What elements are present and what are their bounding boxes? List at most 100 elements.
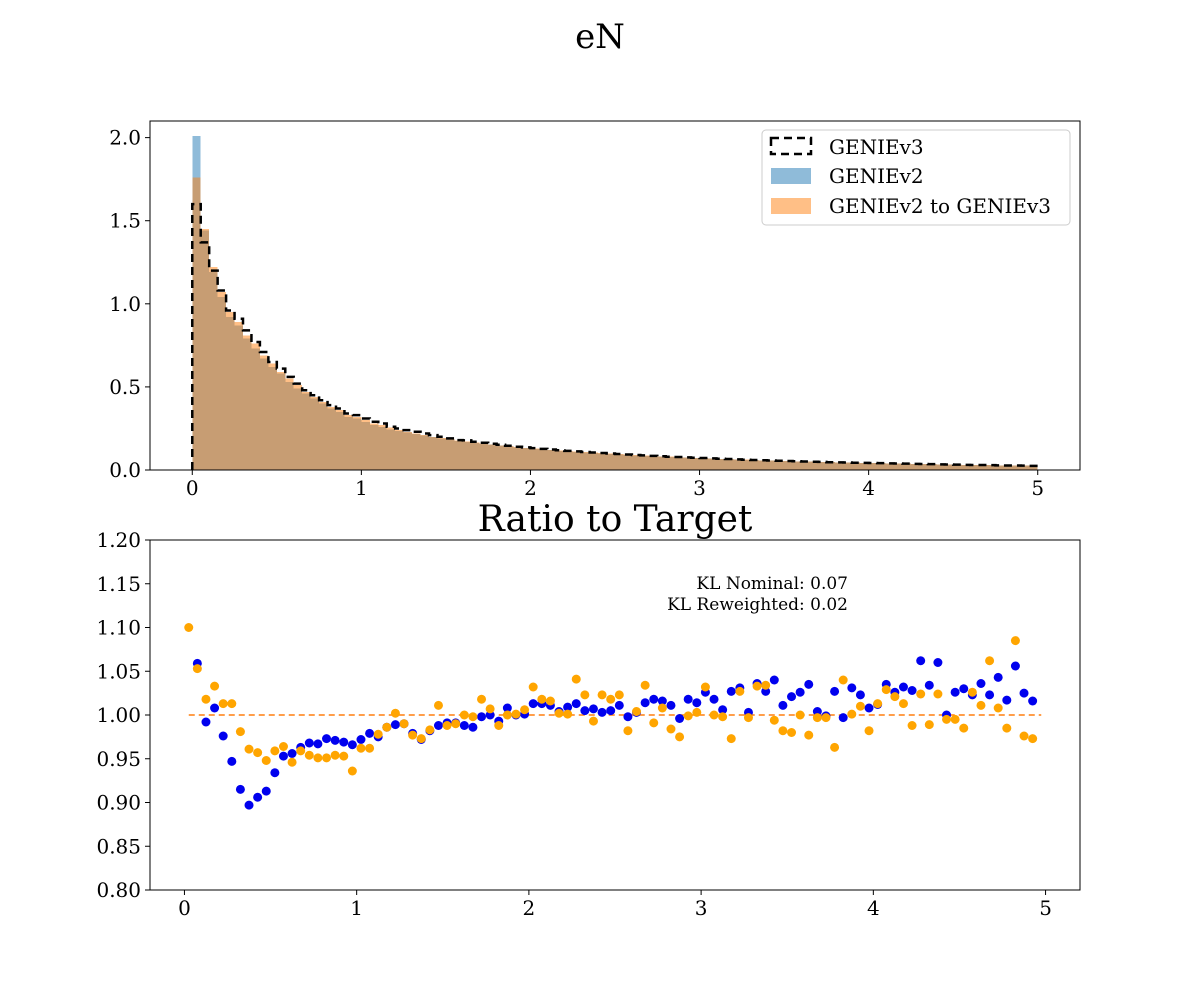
genie-v2-to-v3-bar xyxy=(826,462,835,470)
x-tick-label: 4 xyxy=(867,896,880,920)
reweighted-ratio-point xyxy=(442,721,452,730)
reweighted-ratio-point xyxy=(657,703,667,713)
y-tick-label: 1.0 xyxy=(109,292,141,316)
reweighted-ratio-point xyxy=(459,710,469,720)
reweighted-ratio-point xyxy=(718,712,728,722)
histogram-legend: GENIEv3 GENIEv2 GENIEv2 to GENIEv3 xyxy=(761,129,1071,226)
genie-v2-to-v3-bar xyxy=(623,454,632,470)
reweighted-ratio-point xyxy=(907,721,917,730)
nominal-ratio-point xyxy=(985,690,995,700)
reweighted-ratio-point xyxy=(666,724,676,734)
reweighted-ratio-point xyxy=(347,766,357,776)
genie-v2-to-v3-bar xyxy=(834,462,844,470)
genie-v2-to-v3-bar xyxy=(953,464,962,470)
reweighted-ratio-point xyxy=(184,623,194,632)
nominal-ratio-point xyxy=(924,680,934,690)
reweighted-ratio-point xyxy=(244,744,254,754)
nominal-ratio-point xyxy=(528,699,538,709)
x-tick-label: 5 xyxy=(1039,896,1052,920)
reweighted-ratio-point xyxy=(890,692,900,702)
genie-v2-to-v3-bar xyxy=(488,444,497,470)
genie-v2-to-v3-bar xyxy=(226,312,235,470)
reweighted-ratio-point xyxy=(838,675,848,685)
nominal-ratio-point xyxy=(726,686,736,696)
genie-v2-to-v3-bar xyxy=(547,449,556,470)
reweighted-ratio-point xyxy=(743,713,753,723)
genie-v2-to-v3-bar xyxy=(843,462,852,470)
reweighted-ratio-point xyxy=(993,703,1003,713)
genie-v2-to-v3-bar xyxy=(919,464,928,470)
nominal-ratio-point xyxy=(657,696,667,706)
genie-v2-to-v3-bar xyxy=(606,453,615,470)
genie-v2-to-v3-bar xyxy=(200,229,210,470)
nominal-ratio-point xyxy=(477,712,487,722)
reweighted-ratio-point xyxy=(235,727,245,737)
genie-v2-to-v3-bar xyxy=(471,442,480,470)
reweighted-ratio-point xyxy=(1019,731,1029,741)
genie-v2-to-v3-bar xyxy=(209,267,218,470)
genie-v2-to-v3-bar xyxy=(327,406,336,470)
reweighted-ratio-point xyxy=(821,713,831,723)
reweighted-ratio-point xyxy=(700,682,710,692)
reweighted-ratio-point xyxy=(365,743,375,753)
y-tick-label: 1.10 xyxy=(96,616,141,640)
nominal-ratio-point xyxy=(1019,688,1029,698)
genie-v2-to-v3-bar xyxy=(336,410,345,470)
genie-v2-to-v3-bar xyxy=(978,465,987,470)
genie-v2-to-v3-bar xyxy=(589,452,599,470)
nominal-ratio-point xyxy=(356,735,366,744)
reweighted-ratio-point xyxy=(433,700,443,710)
nominal-ratio-point xyxy=(322,734,332,744)
reweighted-ratio-point xyxy=(855,701,865,711)
nominal-ratio-point xyxy=(580,706,590,716)
reweighted-ratio-point xyxy=(942,714,952,724)
reweighted-ratio-point xyxy=(804,730,814,740)
x-tick-label: 2 xyxy=(524,476,537,500)
reweighted-ratio-point xyxy=(373,729,383,739)
histogram-ticks: 0 1 2 3 4 5 0.0 0.5 1.0 1.5 2.0 xyxy=(109,126,1044,500)
legend-swatch-blue xyxy=(771,168,811,184)
genie-v2-to-v3-bar xyxy=(412,433,421,470)
genie-v2-to-v3-bar xyxy=(251,343,260,470)
genie-v2-to-v3-bar xyxy=(716,458,725,470)
genie-v2-to-v3-bar xyxy=(420,435,429,470)
genie-v2-to-v3-bar xyxy=(817,462,827,470)
reweighted-ratio-point xyxy=(520,705,530,715)
reweighted-ratio-point xyxy=(296,746,306,756)
genie-v2-to-v3-bar xyxy=(395,430,404,470)
reweighted-ratio-point xyxy=(614,690,624,700)
genie-v2-to-v3-bar xyxy=(479,443,489,470)
y-tick-label: 1.15 xyxy=(96,572,141,596)
reweighted-ratio-point xyxy=(588,716,598,726)
reweighted-ratio-point xyxy=(287,757,297,767)
genie-v2-to-v3-bar xyxy=(310,396,320,470)
reweighted-ratio-point xyxy=(795,710,805,720)
reweighted-ratio-point xyxy=(640,680,650,690)
genie-v2-to-v3-bar xyxy=(445,439,455,470)
genie-v2-to-v3-bar xyxy=(437,437,446,470)
nominal-ratio-point xyxy=(304,738,314,748)
reweighted-ratio-point xyxy=(649,718,659,728)
reweighted-ratio-point xyxy=(494,721,504,730)
x-tick-label: 3 xyxy=(693,476,706,500)
reweighted-ratio-point xyxy=(632,707,642,716)
genie-v2-to-v3-bar xyxy=(902,463,911,470)
reweighted-ratio-point xyxy=(261,756,271,765)
genie-v2-to-v3-bar xyxy=(302,391,311,470)
nominal-ratio-point xyxy=(235,784,245,794)
histogram-frame xyxy=(149,120,1081,471)
reweighted-ratio-point xyxy=(830,742,840,752)
genie-v2-to-v3-bar xyxy=(1003,465,1013,470)
reweighted-ratio-point xyxy=(304,750,314,760)
nominal-ratio-point xyxy=(769,675,779,685)
genie-v2-to-v3-bar xyxy=(192,177,201,470)
reweighted-ratio-point xyxy=(692,707,702,717)
x-tick-label: 4 xyxy=(862,476,875,500)
genie-v2-to-v3-bar xyxy=(429,436,438,470)
genie-v2-to-v3-bar xyxy=(987,465,996,470)
genie-v2-to-v3-bar xyxy=(640,455,649,470)
nominal-ratio-point xyxy=(330,735,340,745)
nominal-ratio-point xyxy=(709,694,719,704)
reweighted-ratio-point xyxy=(218,699,228,709)
